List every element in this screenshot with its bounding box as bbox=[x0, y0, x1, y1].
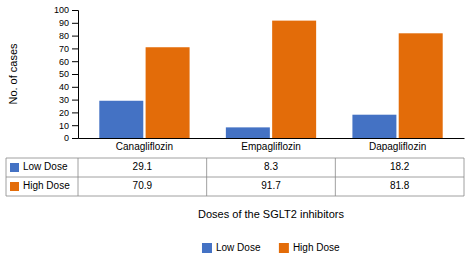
data-label: 70.9 bbox=[133, 180, 153, 191]
y-axis-line bbox=[72, 11, 79, 139]
y-tick-label: 80 bbox=[59, 31, 69, 41]
y-tick: 100 bbox=[54, 5, 78, 15]
x-tick: Dapagliflozin bbox=[369, 141, 426, 152]
y-tick-label: 90 bbox=[59, 18, 69, 28]
bar bbox=[226, 127, 270, 138]
y-tick-mark bbox=[72, 23, 78, 24]
bar bbox=[99, 101, 143, 138]
table-row-label: High Dose bbox=[23, 180, 70, 191]
data-label: 91.7 bbox=[261, 180, 281, 191]
x-axis: Canagliflozin Empagliflozin Dapagliflozin bbox=[79, 139, 465, 153]
table-row-label: Low Dose bbox=[23, 161, 68, 172]
table-rule bbox=[6, 158, 464, 159]
x-tick: Canagliflozin bbox=[116, 141, 173, 152]
bar bbox=[146, 47, 190, 138]
legend-item: Low Dose bbox=[202, 242, 261, 253]
table-rule bbox=[6, 177, 464, 178]
y-tick-label: 50 bbox=[59, 69, 69, 79]
table-rule bbox=[78, 158, 79, 196]
legend-item: High Dose bbox=[279, 242, 340, 253]
y-tick-mark bbox=[72, 87, 78, 88]
y-tick-mark bbox=[72, 112, 78, 113]
table-rule bbox=[464, 158, 465, 196]
x-tick-label: Canagliflozin bbox=[116, 141, 173, 152]
y-tick: 0 bbox=[64, 133, 78, 143]
y-tick: 90 bbox=[59, 18, 78, 28]
y-tick-label: 30 bbox=[59, 95, 69, 105]
y-axis: 0 10 20 30 40 50 60 70 80 90 100 bbox=[54, 5, 79, 143]
y-tick-label: 10 bbox=[59, 121, 69, 131]
y-tick: 50 bbox=[59, 69, 78, 79]
y-tick-label: 20 bbox=[59, 108, 69, 118]
legend-label: High Dose bbox=[293, 242, 340, 253]
table-rule bbox=[335, 158, 336, 196]
legend-swatch bbox=[202, 243, 212, 253]
bar bbox=[272, 21, 316, 138]
y-tick-label: 60 bbox=[59, 57, 69, 67]
legend-label: Low Dose bbox=[216, 242, 261, 253]
y-tick-label: 100 bbox=[54, 5, 69, 15]
table-rule bbox=[6, 158, 7, 196]
legend-swatch bbox=[279, 243, 289, 253]
y-tick: 70 bbox=[59, 44, 78, 54]
bar bbox=[399, 33, 443, 138]
y-tick: 20 bbox=[59, 108, 78, 118]
y-tick-label: 40 bbox=[59, 82, 69, 92]
y-tick-mark bbox=[72, 100, 78, 101]
data-label: 29.1 bbox=[133, 161, 153, 172]
bar-series bbox=[99, 101, 396, 138]
table-rule bbox=[206, 158, 207, 196]
legend: Low Dose High Dose bbox=[202, 242, 340, 253]
x-axis-line bbox=[79, 138, 465, 139]
y-tick-mark bbox=[72, 10, 78, 11]
bar-series bbox=[146, 21, 443, 138]
y-tick-mark bbox=[72, 48, 78, 49]
y-tick-label: 0 bbox=[64, 133, 69, 143]
y-tick-mark bbox=[72, 125, 78, 126]
bar bbox=[352, 115, 396, 138]
y-tick-mark bbox=[72, 138, 78, 139]
x-tick-label: Empagliflozin bbox=[241, 141, 300, 152]
table-rule bbox=[6, 196, 464, 197]
y-tick: 40 bbox=[59, 82, 78, 92]
table-swatch bbox=[10, 163, 19, 172]
y-tick-mark bbox=[72, 74, 78, 75]
data-label: 8.3 bbox=[264, 161, 278, 172]
data-label: 18.2 bbox=[390, 161, 410, 172]
y-tick: 60 bbox=[59, 57, 78, 67]
y-tick: 80 bbox=[59, 31, 78, 41]
x-axis-title: Doses of the SGLT2 inhibitors bbox=[198, 208, 344, 220]
bars bbox=[99, 21, 442, 138]
y-tick-label: 70 bbox=[59, 44, 69, 54]
y-tick-mark bbox=[72, 61, 78, 62]
x-tick-label: Dapagliflozin bbox=[369, 141, 426, 152]
y-axis-title: No. of cases bbox=[7, 43, 19, 105]
y-tick: 10 bbox=[59, 121, 78, 131]
y-tick-mark bbox=[72, 36, 78, 37]
x-tick: Empagliflozin bbox=[241, 141, 300, 152]
data-table: Low Dose 29.1 8.3 18.2 High Dose 70.9 91.7 81.8 bbox=[6, 158, 464, 196]
y-tick: 30 bbox=[59, 95, 78, 105]
chart: 0 10 20 30 40 50 60 70 80 90 100 Canagliflozin Empag… bbox=[0, 0, 474, 279]
table-swatch bbox=[10, 182, 19, 191]
data-label: 81.8 bbox=[390, 180, 410, 191]
